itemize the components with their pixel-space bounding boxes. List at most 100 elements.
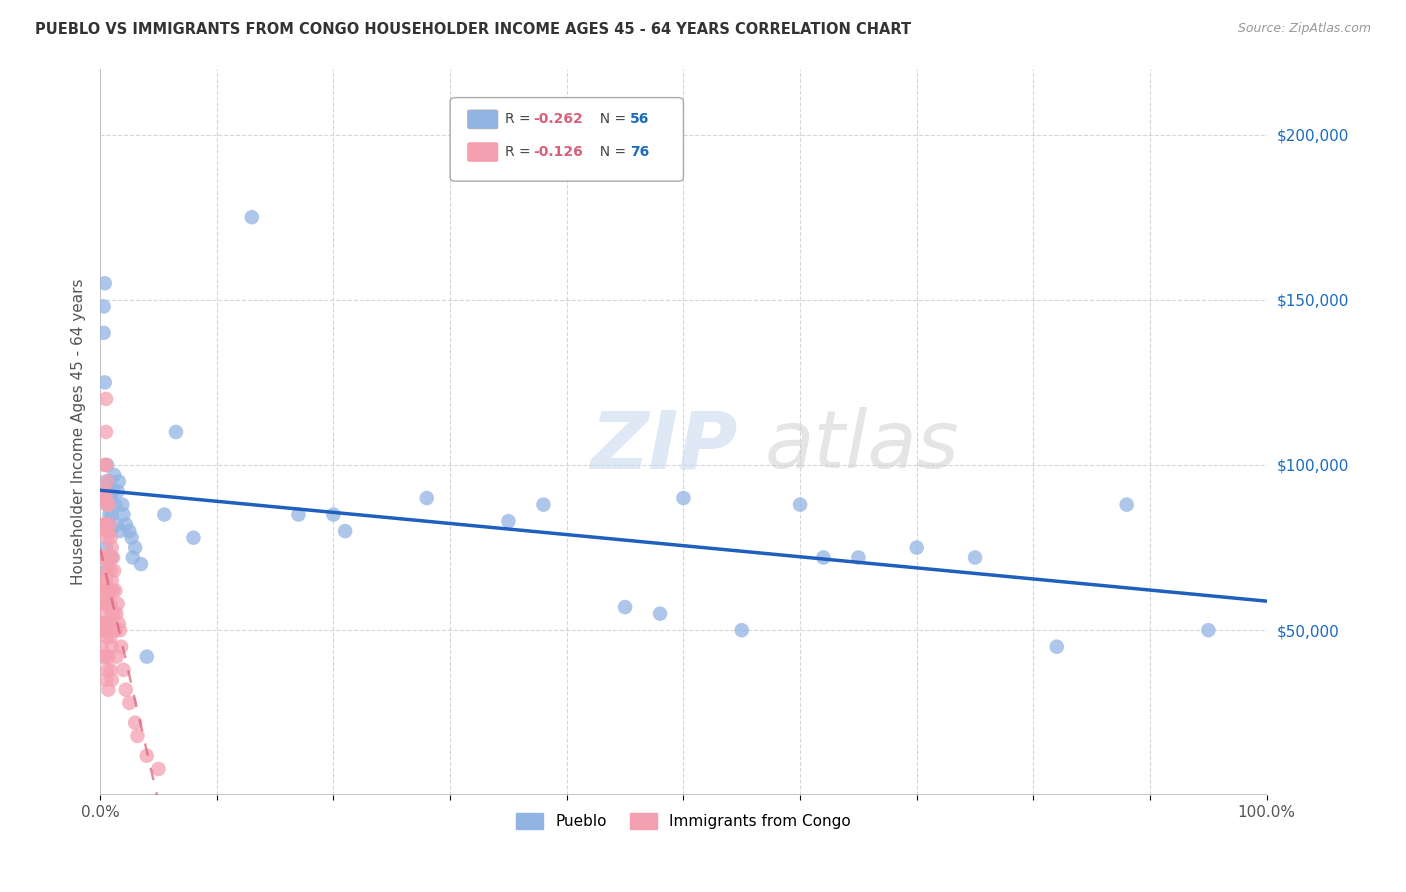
- Point: [96, 531, 118, 545]
- Point: [93, 616, 115, 631]
- Text: ZIP: ZIP: [591, 408, 738, 485]
- Point: [94, 491, 117, 505]
- Text: N =: N =: [592, 145, 631, 159]
- Point: [94, 425, 117, 439]
- Point: [94, 458, 117, 472]
- Point: [103, 467, 125, 482]
- Point: [94, 484, 117, 499]
- Point: [105, 607, 128, 621]
- Point: [93, 583, 115, 598]
- Point: [165, 425, 187, 439]
- Point: [94, 673, 117, 687]
- Point: [96, 663, 118, 677]
- Point: [118, 524, 141, 538]
- Point: [101, 583, 124, 598]
- Point: [94, 458, 117, 472]
- Point: [127, 729, 149, 743]
- Point: [672, 491, 695, 505]
- Point: [97, 498, 120, 512]
- Point: [93, 550, 115, 565]
- Point: [94, 392, 117, 406]
- Point: [112, 663, 135, 677]
- Point: [101, 541, 124, 555]
- Point: [108, 623, 131, 637]
- Point: [101, 550, 124, 565]
- Point: [94, 517, 117, 532]
- Point: [98, 508, 121, 522]
- Point: [90, 640, 112, 654]
- Point: [105, 517, 128, 532]
- Point: [103, 564, 125, 578]
- Point: [118, 696, 141, 710]
- Point: [104, 498, 127, 512]
- Point: [94, 550, 117, 565]
- Point: [96, 498, 118, 512]
- Point: [124, 541, 146, 555]
- Point: [91, 649, 114, 664]
- Point: [98, 517, 121, 532]
- Point: [98, 550, 121, 565]
- Point: [94, 616, 117, 631]
- Point: [905, 541, 928, 555]
- Point: [94, 491, 117, 505]
- Point: [965, 550, 987, 565]
- Legend: Pueblo, Immigrants from Congo: Pueblo, Immigrants from Congo: [509, 806, 858, 835]
- Point: [108, 524, 131, 538]
- Point: [96, 458, 118, 472]
- Point: [96, 498, 118, 512]
- Point: [416, 491, 439, 505]
- Point: [100, 630, 122, 644]
- Point: [148, 762, 170, 776]
- Point: [101, 574, 124, 588]
- Point: [1197, 623, 1219, 637]
- Point: [101, 550, 124, 565]
- Point: [97, 649, 120, 664]
- Point: [135, 649, 157, 664]
- Point: [153, 508, 176, 522]
- Point: [1115, 498, 1137, 512]
- Point: [100, 531, 122, 545]
- Point: [97, 517, 120, 532]
- Point: [94, 597, 117, 611]
- Point: [100, 491, 122, 505]
- Point: [93, 491, 115, 505]
- Text: N =: N =: [592, 112, 631, 127]
- Point: [107, 616, 129, 631]
- Point: [101, 484, 124, 499]
- Point: [135, 748, 157, 763]
- Point: [107, 475, 129, 489]
- Point: [333, 524, 356, 538]
- Point: [287, 508, 309, 522]
- Point: [848, 550, 870, 565]
- Point: [121, 550, 143, 565]
- Point: [94, 517, 117, 532]
- Point: [533, 498, 555, 512]
- Point: [183, 531, 205, 545]
- Point: [1046, 640, 1069, 654]
- Point: [94, 574, 117, 588]
- Point: [93, 326, 115, 340]
- Point: [101, 640, 124, 654]
- Text: -0.262: -0.262: [533, 112, 582, 127]
- Point: [111, 498, 134, 512]
- Point: [124, 715, 146, 730]
- Point: [94, 583, 117, 598]
- Point: [98, 475, 121, 489]
- Point: [93, 517, 115, 532]
- Point: [101, 508, 124, 522]
- Text: Source: ZipAtlas.com: Source: ZipAtlas.com: [1237, 22, 1371, 36]
- Text: 76: 76: [630, 145, 650, 159]
- Point: [103, 607, 125, 621]
- Point: [240, 210, 263, 224]
- Point: [100, 597, 122, 611]
- Point: [94, 564, 117, 578]
- Point: [97, 616, 120, 631]
- Point: [91, 574, 114, 588]
- Text: 56: 56: [630, 112, 650, 127]
- Point: [91, 623, 114, 637]
- Point: [91, 550, 114, 565]
- Text: R =: R =: [505, 112, 534, 127]
- Point: [94, 376, 117, 390]
- Point: [90, 607, 112, 621]
- Point: [98, 616, 121, 631]
